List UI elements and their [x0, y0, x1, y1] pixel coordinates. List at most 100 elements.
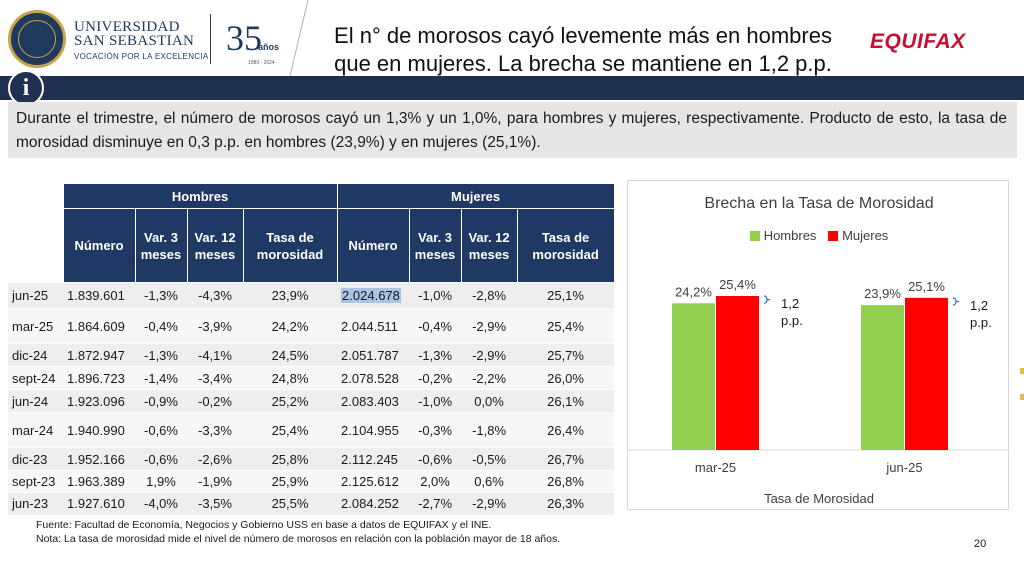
- data-label-mujeres-jun-25: 25,1%: [908, 279, 945, 294]
- cell-tasa-hombres: 25,4%: [243, 412, 338, 448]
- edge-mark: [1020, 394, 1024, 400]
- legend-label-mujeres: Mujeres: [842, 228, 889, 243]
- cell-var3-hombres: -0,9%: [135, 389, 187, 413]
- cell-var3-hombres: -0,4%: [135, 308, 187, 344]
- page-title: El n° de morosos cayó levemente más en h…: [308, 22, 858, 78]
- info-icon: i: [8, 70, 44, 106]
- cell-numero-hombres: 1.940.990: [63, 412, 135, 448]
- gap-bracket-mar-25: [763, 295, 770, 304]
- x-axis-label: Tasa de Morosidad: [764, 491, 874, 506]
- gap-label-jun-25: 1,2: [970, 298, 988, 313]
- cell-period: mar-24: [8, 412, 63, 448]
- university-name: UNIVERSIDAD SAN SEBASTIAN: [74, 19, 194, 49]
- cell-period: jun-23: [8, 492, 63, 515]
- cell-period: sept-23: [8, 470, 63, 493]
- cell-var3-hombres: -4,0%: [135, 492, 187, 515]
- cell-var12-mujeres: -1,8%: [461, 412, 518, 448]
- anniversary-years: 1989 - 2024: [248, 60, 275, 66]
- cell-var12-hombres: -0,2%: [187, 389, 243, 413]
- bar-hombres-jun-25: [861, 305, 904, 450]
- chart-legend: Hombres Mujeres: [628, 228, 1010, 243]
- cell-var12-hombres: -1,9%: [187, 470, 243, 493]
- cell-tasa-mujeres: 26,7%: [517, 447, 615, 471]
- cell-numero-mujeres: 2.083.403: [337, 389, 410, 413]
- cell-var3-hombres: -1,3%: [135, 282, 187, 309]
- cell-var3-hombres: -1,3%: [135, 343, 187, 367]
- cell-var12-mujeres: -0,5%: [461, 447, 518, 471]
- gap-label-mar-25: 1,2: [781, 296, 799, 311]
- cell-var3-hombres: -1,4%: [135, 366, 187, 390]
- cell-var12-mujeres: -2,2%: [461, 366, 518, 390]
- cell-var3-mujeres: -2,7%: [409, 492, 462, 515]
- edge-mark: [1020, 368, 1024, 374]
- cell-var12-mujeres: 0,0%: [461, 389, 518, 413]
- cell-numero-hombres: 1.864.609: [63, 308, 135, 344]
- cell-numero-mujeres: 2.078.528: [337, 366, 410, 390]
- cell-var12-hombres: -3,4%: [187, 366, 243, 390]
- cell-var12-mujeres: -2,8%: [461, 282, 518, 309]
- cell-numero-mujeres: 2.125.612: [337, 470, 410, 493]
- cell-numero-hombres: 1.927.610: [63, 492, 135, 515]
- bar-hombres-mar-25: [672, 303, 715, 450]
- cell-var3-mujeres: -0,2%: [409, 366, 462, 390]
- table-row: dic-23 1.952.166 -0,6% -2,6% 25,8% 2.112.245-…: [8, 447, 615, 471]
- table-row: dic-24 1.872.947 -1,3% -4,1% 24,5% 2.051.787-…: [8, 343, 615, 367]
- page-title-line1: El n° de morosos cayó levemente más en h…: [334, 23, 832, 48]
- table-corner: [8, 183, 63, 209]
- header-hombres: Hombres: [62, 183, 338, 209]
- university-logo: UNIVERSIDAD SAN SEBASTIAN VOCACIÓN POR L…: [0, 0, 312, 76]
- legend-label-hombres: Hombres: [763, 228, 817, 243]
- legend-mujeres: Mujeres: [828, 228, 888, 243]
- header-slash-divider: [289, 0, 309, 76]
- equifax-logo: EQUIFAX: [870, 30, 966, 53]
- university-name-line1: UNIVERSIDAD: [74, 19, 180, 35]
- cell-tasa-mujeres: 25,4%: [517, 308, 615, 344]
- x-tick-label: mar-25: [695, 460, 736, 475]
- col-tasa-mujeres: Tasa de morosidad: [516, 208, 615, 283]
- cell-period: jun-24: [8, 389, 63, 413]
- cell-numero-hombres: 1.923.096: [63, 389, 135, 413]
- cell-tasa-mujeres: 26,3%: [517, 492, 615, 515]
- gap-bracket-jun-25: [952, 297, 959, 306]
- logo-divider: [210, 14, 211, 64]
- cell-numero-hombres: 1.839.601: [63, 282, 135, 309]
- cell-var3-mujeres: -0,3%: [409, 412, 462, 448]
- cell-tasa-hombres: 24,2%: [243, 308, 338, 344]
- cell-numero-mujeres: 2.024.678: [337, 282, 410, 309]
- definition-note: Nota: La tasa de morosidad mide el nivel…: [36, 533, 561, 545]
- cell-var12-hombres: -4,3%: [187, 282, 243, 309]
- cell-var12-mujeres: -2,9%: [461, 492, 518, 515]
- legend-swatch-mujeres: [828, 231, 839, 241]
- data-label-hombres-mar-25: 24,2%: [675, 284, 712, 299]
- source-note: Fuente: Facultad de Economía, Negocios y…: [36, 519, 492, 531]
- cell-var12-hombres: -3,3%: [187, 412, 243, 448]
- cell-var3-mujeres: -0,4%: [409, 308, 462, 344]
- cell-numero-mujeres: 2.044.511: [337, 308, 410, 344]
- cell-var12-hombres: -4,1%: [187, 343, 243, 367]
- cell-var3-hombres: 1,9%: [135, 470, 187, 493]
- selected-value[interactable]: 2.024.678: [341, 288, 401, 303]
- table-row: mar-24 1.940.990 -0,6% -3,3% 25,4% 2.104.955-…: [8, 412, 615, 448]
- col-tasa-hombres: Tasa de morosidad: [242, 208, 338, 283]
- university-seal-icon: [8, 10, 66, 68]
- data-label-hombres-jun-25: 23,9%: [864, 286, 901, 301]
- cell-tasa-hombres: 25,9%: [243, 470, 338, 493]
- gap-unit-mar-25: p.p.: [781, 313, 803, 328]
- table-row: jun-24 1.923.096 -0,9% -0,2% 25,2% 2.083.403-…: [8, 389, 615, 413]
- cell-tasa-hombres: 23,9%: [243, 282, 338, 309]
- cell-var12-hombres: -3,5%: [187, 492, 243, 515]
- col-var3-hombres: Var. 3 meses: [134, 208, 188, 283]
- cell-tasa-mujeres: 25,1%: [517, 282, 615, 309]
- cell-tasa-hombres: 25,5%: [243, 492, 338, 515]
- legend-hombres: Hombres: [749, 228, 817, 243]
- table-row: sept-24 1.896.723 -1,4% -3,4% 24,8% 2.078.528…: [8, 366, 615, 390]
- cell-var3-mujeres: -1,3%: [409, 343, 462, 367]
- cell-numero-mujeres: 2.104.955: [337, 412, 410, 448]
- col-numero-mujeres: Número: [336, 208, 410, 283]
- page-title-line2: que en mujeres. La brecha se mantiene en…: [334, 51, 832, 76]
- page-number: 20: [974, 538, 987, 550]
- cell-numero-mujeres: 2.051.787: [337, 343, 410, 367]
- morosidad-table: Hombres Mujeres Número Var. 3 meses Var. …: [8, 183, 615, 515]
- col-var3-mujeres: Var. 3 meses: [408, 208, 462, 283]
- col-var12-mujeres: Var. 12 meses: [460, 208, 518, 283]
